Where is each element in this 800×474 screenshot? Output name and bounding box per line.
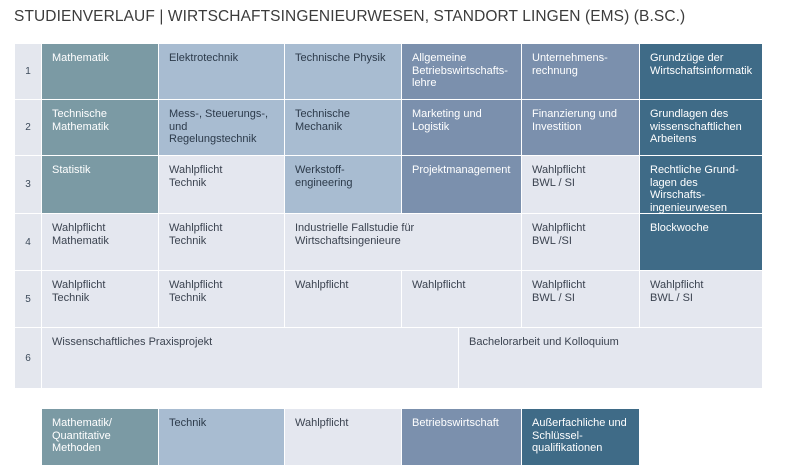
row-number: 3 [15,156,41,213]
module-cell: Bachelorarbeit und Kolloquium [459,328,762,388]
legend-item-qualifications: Außerfachliche und Schlüssel- qualifikat… [522,409,639,465]
module-cell: Mess-, Steuerungs-, und Regelungstechnik [159,100,284,155]
module-cell: Industrielle Fallstudie für Wirtschaftsi… [285,214,521,270]
module-cell: Technische Physik [285,44,401,99]
row-number: 4 [15,214,41,270]
module-cell: Technische Mechanik [285,100,401,155]
module-cell: Elektrotechnik [159,44,284,99]
module-cell: Technische Mathematik [42,100,158,155]
module-cell: Wahlpflicht [285,271,401,327]
module-cell: Wahlpflicht BWL / SI [522,271,639,327]
module-cell: Rechtliche Grund- lagen des Wirschafts- … [640,156,762,213]
module-cell: Wahlpflicht Technik [42,271,158,327]
legend-item-tech: Technik [159,409,284,465]
legend-item-bwl: Betriebswirtschaft [402,409,521,465]
page-title: STUDIENVERLAUF | WIRTSCHAFTSINGENIEURWES… [14,8,686,25]
module-cell: Wahlpflicht BWL / SI [522,156,639,213]
module-cell: Marketing und Logistik [402,100,521,155]
module-cell: Statistik [42,156,158,213]
module-cell: Wahlpflicht Technik [159,214,284,270]
module-cell: Wahlpflicht Technik [159,156,284,213]
module-cell: Grundlagen des wissenschaftlichen Arbeit… [640,100,762,155]
module-cell: Wahlpflicht [402,271,521,327]
row-number: 2 [15,100,41,155]
module-cell: Wahlpflicht Mathematik [42,214,158,270]
module-cell: Werkstoff- engineering [285,156,401,213]
module-cell: Finanzierung und Investition [522,100,639,155]
row-number: 1 [15,44,41,99]
module-cell: Allgemeine Betriebswirtschafts- lehre [402,44,521,99]
row-number: 5 [15,271,41,327]
module-cell: Projektmanagement [402,156,521,213]
module-cell: Blockwoche [640,214,762,270]
study-plan-grid: 1 2 3 4 5 6 Mathematik Elektrotechnik Te… [15,44,762,388]
module-cell: Wahlpflicht Technik [159,271,284,327]
module-cell: Wahlpflicht BWL / SI [640,271,762,327]
module-cell: Grundzüge der Wirtschaftsinformatik [640,44,762,99]
module-cell: Mathematik [42,44,158,99]
module-cell: Unternehmens- rechnung [522,44,639,99]
legend-item-math: Mathematik/ Quantitative Methoden [42,409,158,465]
legend-item-wahlpflicht: Wahlpflicht [285,409,401,465]
module-cell: Wissenschaftliches Praxisprojekt [42,328,458,388]
module-cell: Wahlpflicht BWL /SI [522,214,639,270]
row-number: 6 [15,328,41,388]
